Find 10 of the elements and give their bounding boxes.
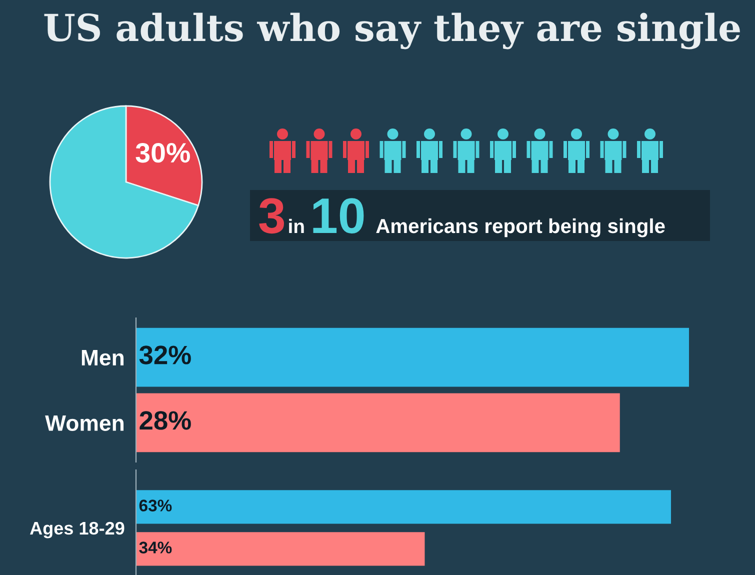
- y-tick-label: Men: [82, 350, 124, 366]
- data-label: 32%: [139, 346, 191, 364]
- y-tick-label: Women: [45, 415, 124, 431]
- data-label: 28%: [140, 411, 191, 430]
- y-tick-label: Ages 18-29: [30, 522, 124, 538]
- data-label: 63%: [139, 500, 172, 512]
- text: US adults who say they are single: [44, 12, 740, 50]
- pie-slice: [49, 105, 199, 259]
- data-label: 34%: [139, 542, 172, 554]
- data-label: 30%: [136, 142, 190, 163]
